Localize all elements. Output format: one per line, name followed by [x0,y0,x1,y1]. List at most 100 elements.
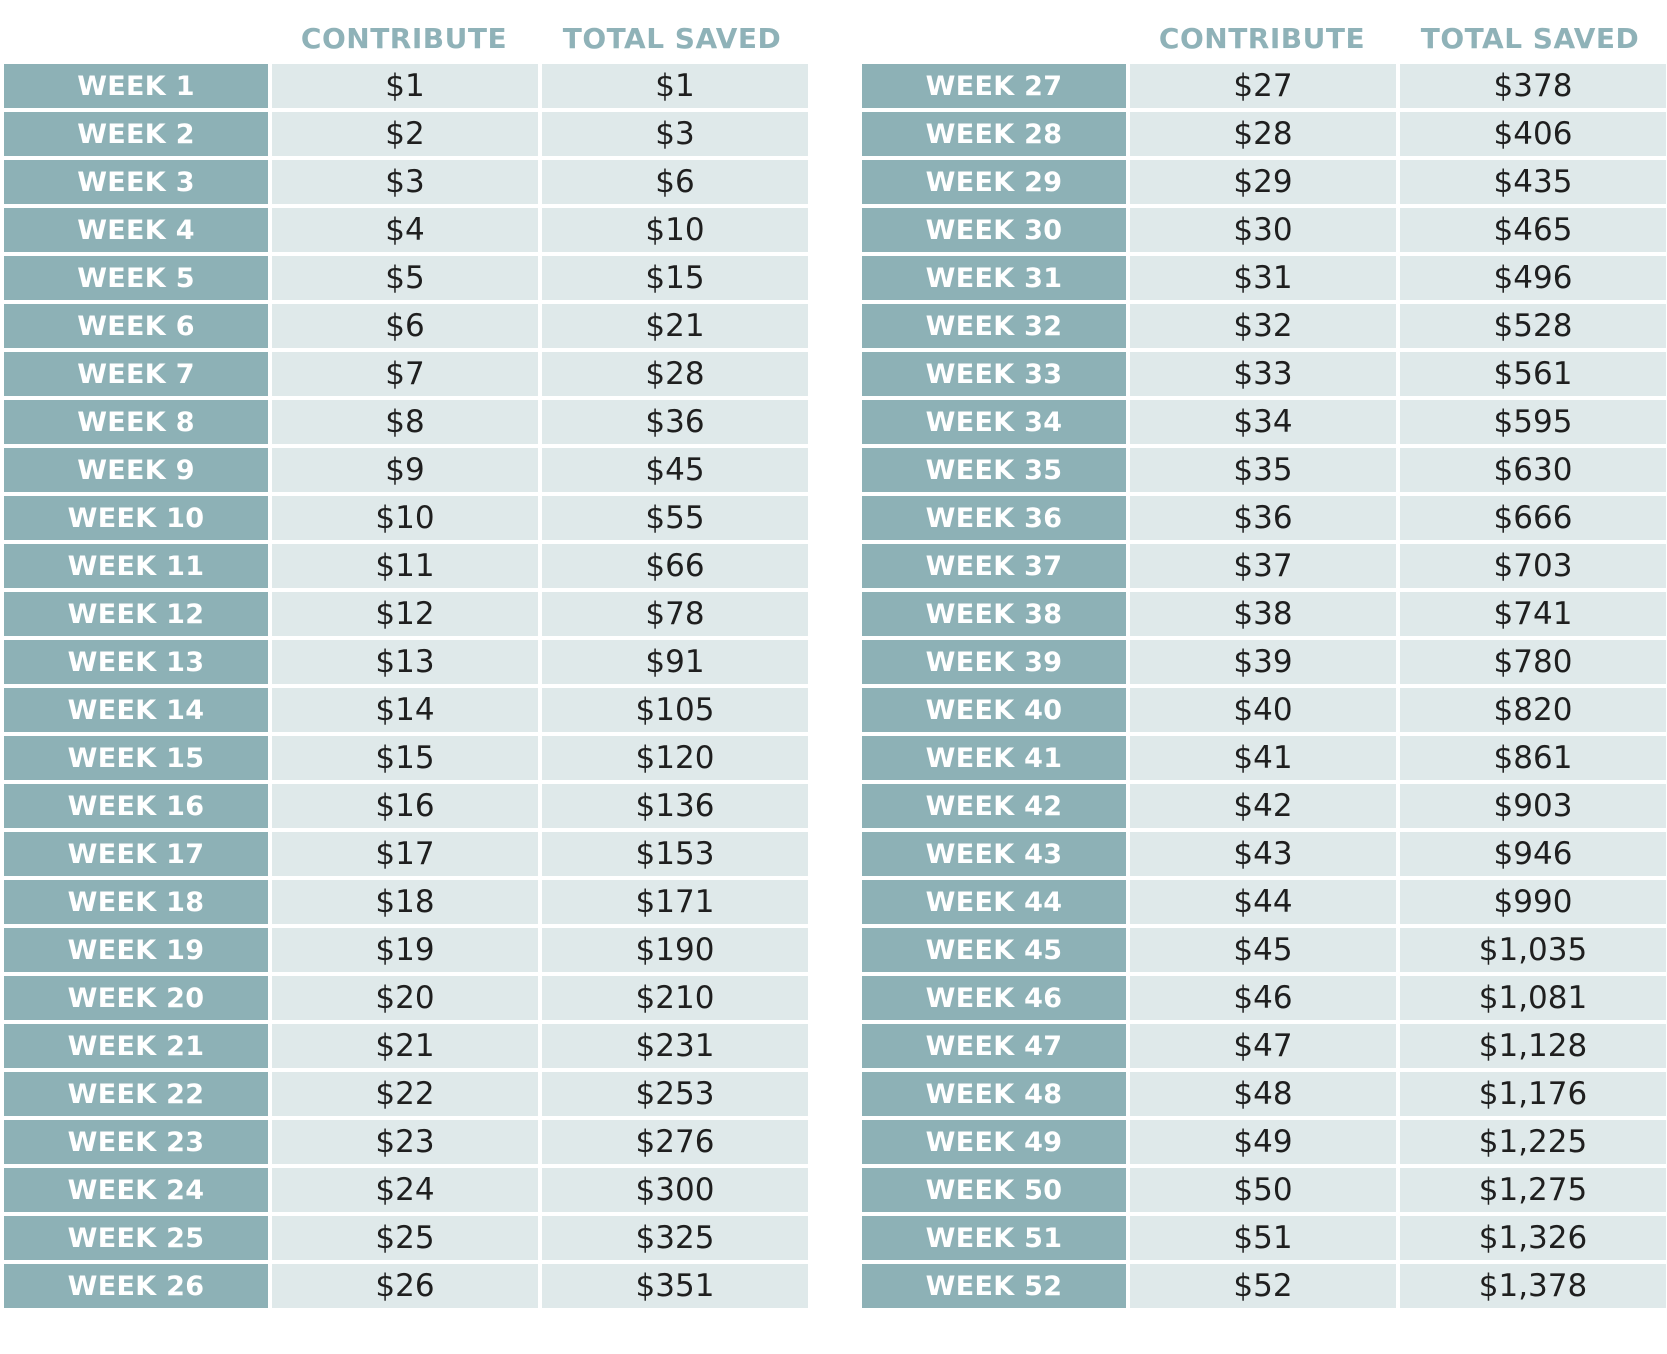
contribute-cell: $43 [1130,832,1396,876]
week-label: WEEK 36 [862,496,1126,540]
contribute-cell: $40 [1130,688,1396,732]
week-label: WEEK 39 [862,640,1126,684]
week-label: WEEK 24 [4,1168,268,1212]
savings-table-right: CONTRIBUTE TOTAL SAVED WEEK 27 $27 $378 WEE… [862,0,1667,1312]
week-label: WEEK 51 [862,1216,1126,1260]
contribute-cell: $34 [1130,400,1396,444]
total-saved-cell: $351 [542,1264,808,1308]
total-saved-cell: $561 [1400,352,1666,396]
week-label: WEEK 45 [862,928,1126,972]
table-row: WEEK 21 $21 $231 [4,1024,812,1068]
total-saved-cell: $78 [542,592,808,636]
table-row: WEEK 46 $46 $1,081 [862,976,1667,1020]
contribute-cell: $14 [272,688,538,732]
week-label: WEEK 13 [4,640,268,684]
table-row: WEEK 28 $28 $406 [862,112,1667,156]
week-label: WEEK 44 [862,880,1126,924]
total-saved-cell: $105 [542,688,808,732]
total-saved-cell: $55 [542,496,808,540]
table-row: WEEK 26 $26 $351 [4,1264,812,1308]
table-row: WEEK 47 $47 $1,128 [862,1024,1667,1068]
table-row: WEEK 33 $33 $561 [862,352,1667,396]
column-header-total-saved: TOTAL SAVED [562,21,782,55]
week-label: WEEK 29 [862,160,1126,204]
contribute-cell: $19 [272,928,538,972]
table-row: WEEK 36 $36 $666 [862,496,1667,540]
table-row: WEEK 27 $27 $378 [862,64,1667,108]
contribute-cell: $32 [1130,304,1396,348]
contribute-cell: $23 [272,1120,538,1164]
total-saved-cell: $153 [542,832,808,876]
week-label: WEEK 1 [4,64,268,108]
table-row: WEEK 25 $25 $325 [4,1216,812,1260]
contribute-cell: $31 [1130,256,1396,300]
week-label: WEEK 3 [4,160,268,204]
table-row: WEEK 22 $22 $253 [4,1072,812,1116]
contribute-cell: $25 [272,1216,538,1260]
contribute-cell: $50 [1130,1168,1396,1212]
contribute-cell: $33 [1130,352,1396,396]
total-saved-cell: $741 [1400,592,1666,636]
contribute-cell: $11 [272,544,538,588]
week-label: WEEK 42 [862,784,1126,828]
contribute-cell: $5 [272,256,538,300]
contribute-cell: $41 [1130,736,1396,780]
contribute-cell: $1 [272,64,538,108]
total-saved-cell: $171 [542,880,808,924]
week-label: WEEK 20 [4,976,268,1020]
table-row: WEEK 6 $6 $21 [4,304,812,348]
contribute-cell: $9 [272,448,538,492]
table-row: WEEK 13 $13 $91 [4,640,812,684]
week-label: WEEK 17 [4,832,268,876]
week-label: WEEK 33 [862,352,1126,396]
week-label: WEEK 41 [862,736,1126,780]
table-row: WEEK 17 $17 $153 [4,832,812,876]
contribute-cell: $7 [272,352,538,396]
contribute-cell: $47 [1130,1024,1396,1068]
table-row: WEEK 2 $2 $3 [4,112,812,156]
table-row: WEEK 52 $52 $1,378 [862,1264,1667,1308]
column-header-contribute: CONTRIBUTE [300,21,508,55]
total-saved-cell: $300 [542,1168,808,1212]
week-label: WEEK 2 [4,112,268,156]
contribute-cell: $44 [1130,880,1396,924]
table-row: WEEK 18 $18 $171 [4,880,812,924]
contribute-cell: $37 [1130,544,1396,588]
week-label: WEEK 8 [4,400,268,444]
contribute-cell: $17 [272,832,538,876]
week-label: WEEK 10 [4,496,268,540]
total-saved-cell: $1,378 [1400,1264,1666,1308]
week-label: WEEK 43 [862,832,1126,876]
week-label: WEEK 46 [862,976,1126,1020]
total-saved-cell: $28 [542,352,808,396]
contribute-cell: $21 [272,1024,538,1068]
week-label: WEEK 11 [4,544,268,588]
week-label: WEEK 38 [862,592,1126,636]
contribute-cell: $30 [1130,208,1396,252]
contribute-cell: $42 [1130,784,1396,828]
total-saved-cell: $1,225 [1400,1120,1666,1164]
table-row: WEEK 43 $43 $946 [862,832,1667,876]
contribute-cell: $48 [1130,1072,1396,1116]
column-header-total-saved: TOTAL SAVED [1420,21,1640,55]
total-saved-cell: $36 [542,400,808,444]
total-saved-cell: $253 [542,1072,808,1116]
table-row: WEEK 34 $34 $595 [862,400,1667,444]
table-row: WEEK 9 $9 $45 [4,448,812,492]
table-row: WEEK 30 $30 $465 [862,208,1667,252]
week-label: WEEK 25 [4,1216,268,1260]
contribute-cell: $38 [1130,592,1396,636]
week-label: WEEK 49 [862,1120,1126,1164]
header-spacer [4,0,270,64]
table-row: WEEK 7 $7 $28 [4,352,812,396]
total-saved-cell: $120 [542,736,808,780]
table-row: WEEK 50 $50 $1,275 [862,1168,1667,1212]
table-row: WEEK 48 $48 $1,176 [862,1072,1667,1116]
week-label: WEEK 5 [4,256,268,300]
total-saved-cell: $496 [1400,256,1666,300]
table-row: WEEK 32 $32 $528 [862,304,1667,348]
total-saved-cell: $45 [542,448,808,492]
total-saved-cell: $276 [542,1120,808,1164]
total-saved-cell: $1,326 [1400,1216,1666,1260]
table-row: WEEK 14 $14 $105 [4,688,812,732]
